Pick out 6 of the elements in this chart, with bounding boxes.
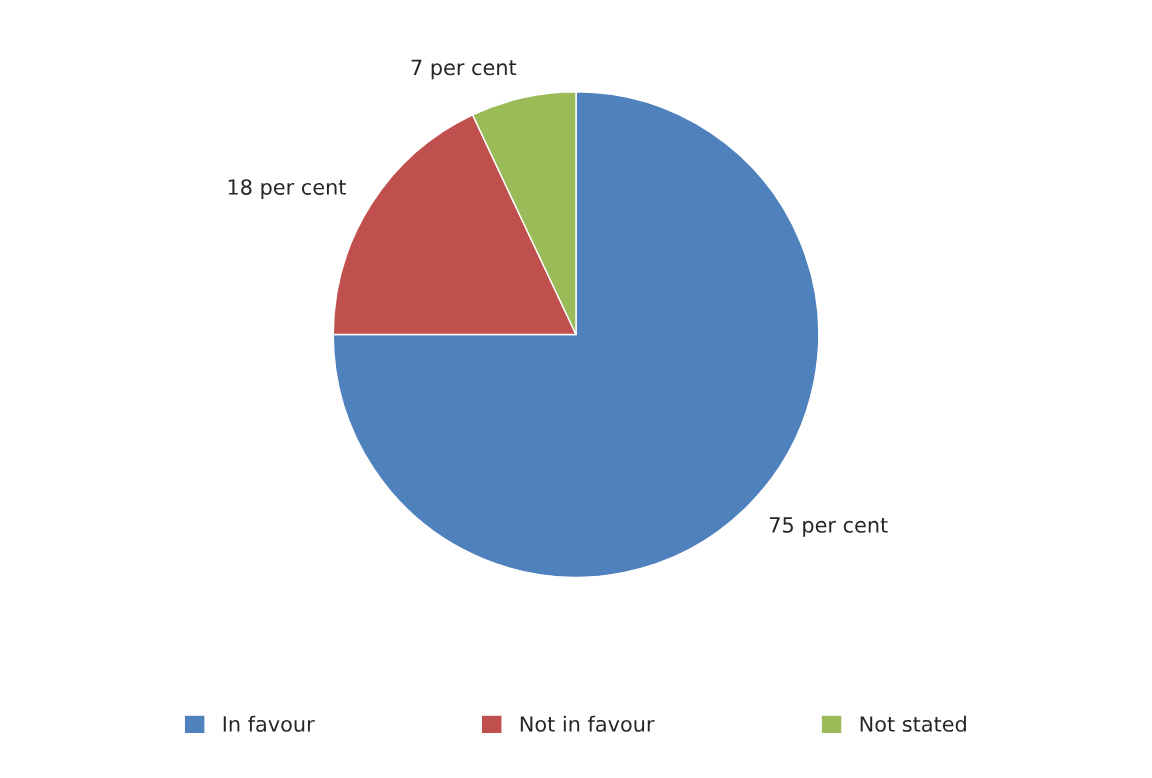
data-label: 7 per cent	[411, 59, 517, 80]
data-label: 18 per cent	[228, 179, 346, 199]
legend-label: Not in favour	[520, 715, 655, 732]
legend-label: In favour	[223, 715, 315, 732]
legend-label: Not stated	[860, 715, 966, 732]
data-label: 75 per cent	[769, 517, 888, 537]
